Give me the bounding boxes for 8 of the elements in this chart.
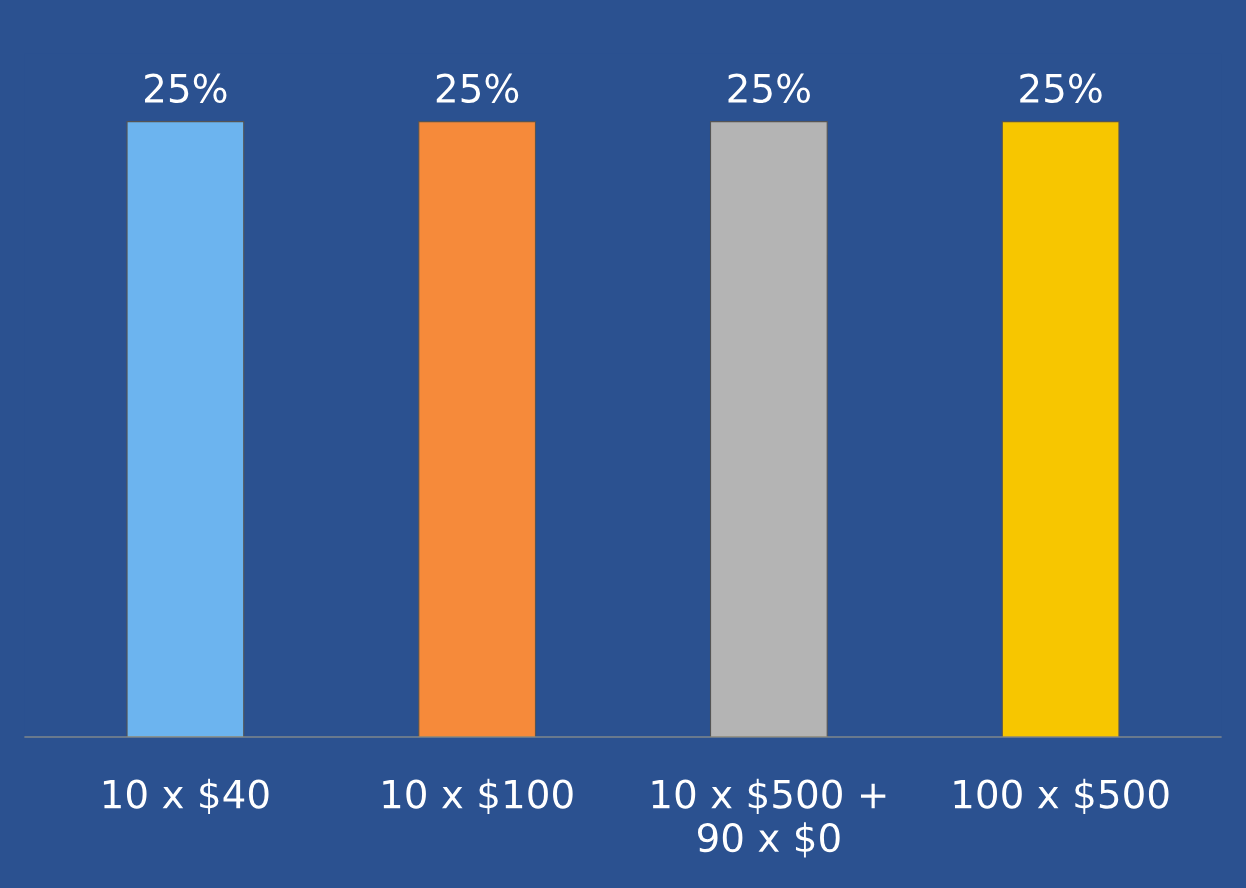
x-tick-label: 100 x $500	[954, 778, 1169, 814]
data-label: 25%	[145, 73, 227, 104]
data-label: 25%	[728, 73, 810, 104]
x-tick-label: 10 x $40	[103, 778, 269, 814]
data-label: 25%	[436, 73, 519, 104]
x-tick-label: 10 x $100	[383, 778, 573, 814]
x-tick-label: 10 x $500 + 90 x $0	[652, 778, 886, 858]
data-label: 25%	[1020, 73, 1102, 104]
